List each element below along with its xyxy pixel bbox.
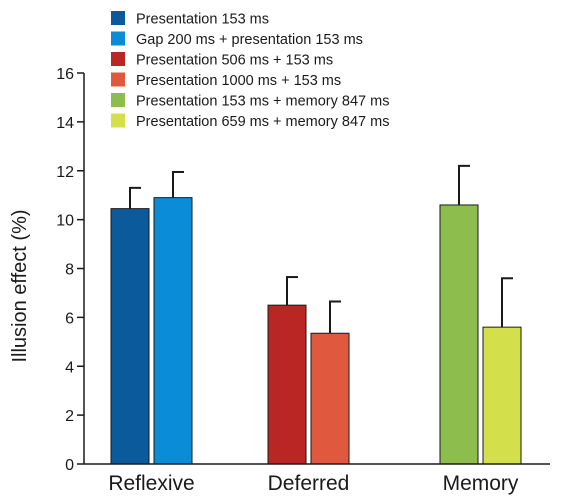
x-tick-label: Reflexive [108, 472, 194, 495]
legend-item: Gap 200 ms + presentation 153 ms [111, 31, 363, 48]
x-tick-label: Deferred [268, 472, 350, 495]
bar [267, 304, 307, 465]
legend-item: Presentation 506 ms + 153 ms [111, 52, 333, 69]
legend-swatch [111, 93, 125, 107]
y-tick-label: 0 [65, 457, 74, 474]
y-tick-label: 6 [65, 310, 74, 327]
legend-label: Presentation 506 ms + 153 ms [136, 53, 333, 69]
legend-item: Presentation 153 ms [111, 11, 269, 28]
bars [110, 164, 522, 465]
y-tick-label: 16 [56, 66, 74, 83]
y-tick-label: 4 [65, 359, 74, 376]
bar [310, 332, 350, 465]
legend-item: Presentation 659 ms + memory 847 ms [111, 113, 389, 130]
legend-label: Presentation 153 ms [136, 12, 269, 28]
legend-swatch [111, 11, 125, 25]
y-tick-label: 8 [65, 262, 74, 279]
legend-item: Presentation 1000 ms + 153 ms [111, 72, 341, 89]
y-tick-label: 2 [65, 408, 74, 425]
legend-label: Presentation 153 ms + memory 847 ms [136, 94, 389, 110]
legend-swatch [111, 72, 125, 87]
y-tick-label: 10 [56, 213, 74, 230]
y-tick-label: 12 [56, 164, 74, 181]
x-tick-label: Memory [443, 472, 519, 495]
bar [110, 208, 150, 465]
legend-swatch [111, 113, 125, 128]
bar [482, 326, 522, 465]
legend-swatch [111, 52, 125, 66]
x-axis: Reflexive Deferred Memory [84, 463, 550, 495]
bar [439, 204, 479, 465]
bar [153, 197, 193, 465]
y-tick-label: 14 [56, 115, 74, 132]
y-axis: 0 2 4 6 8 10 12 14 16 [56, 66, 85, 474]
legend-label: Presentation 1000 ms + 153 ms [136, 73, 341, 89]
y-axis-title: Illusion effect (%) [9, 209, 31, 362]
legend-label: Presentation 659 ms + memory 847 ms [136, 114, 389, 130]
legend-item: Presentation 153 ms + memory 847 ms [111, 93, 389, 110]
legend-label: Gap 200 ms + presentation 153 ms [136, 32, 363, 48]
legend: Presentation 153 ms Gap 200 ms + presenta… [111, 11, 389, 130]
legend-swatch [111, 31, 125, 46]
